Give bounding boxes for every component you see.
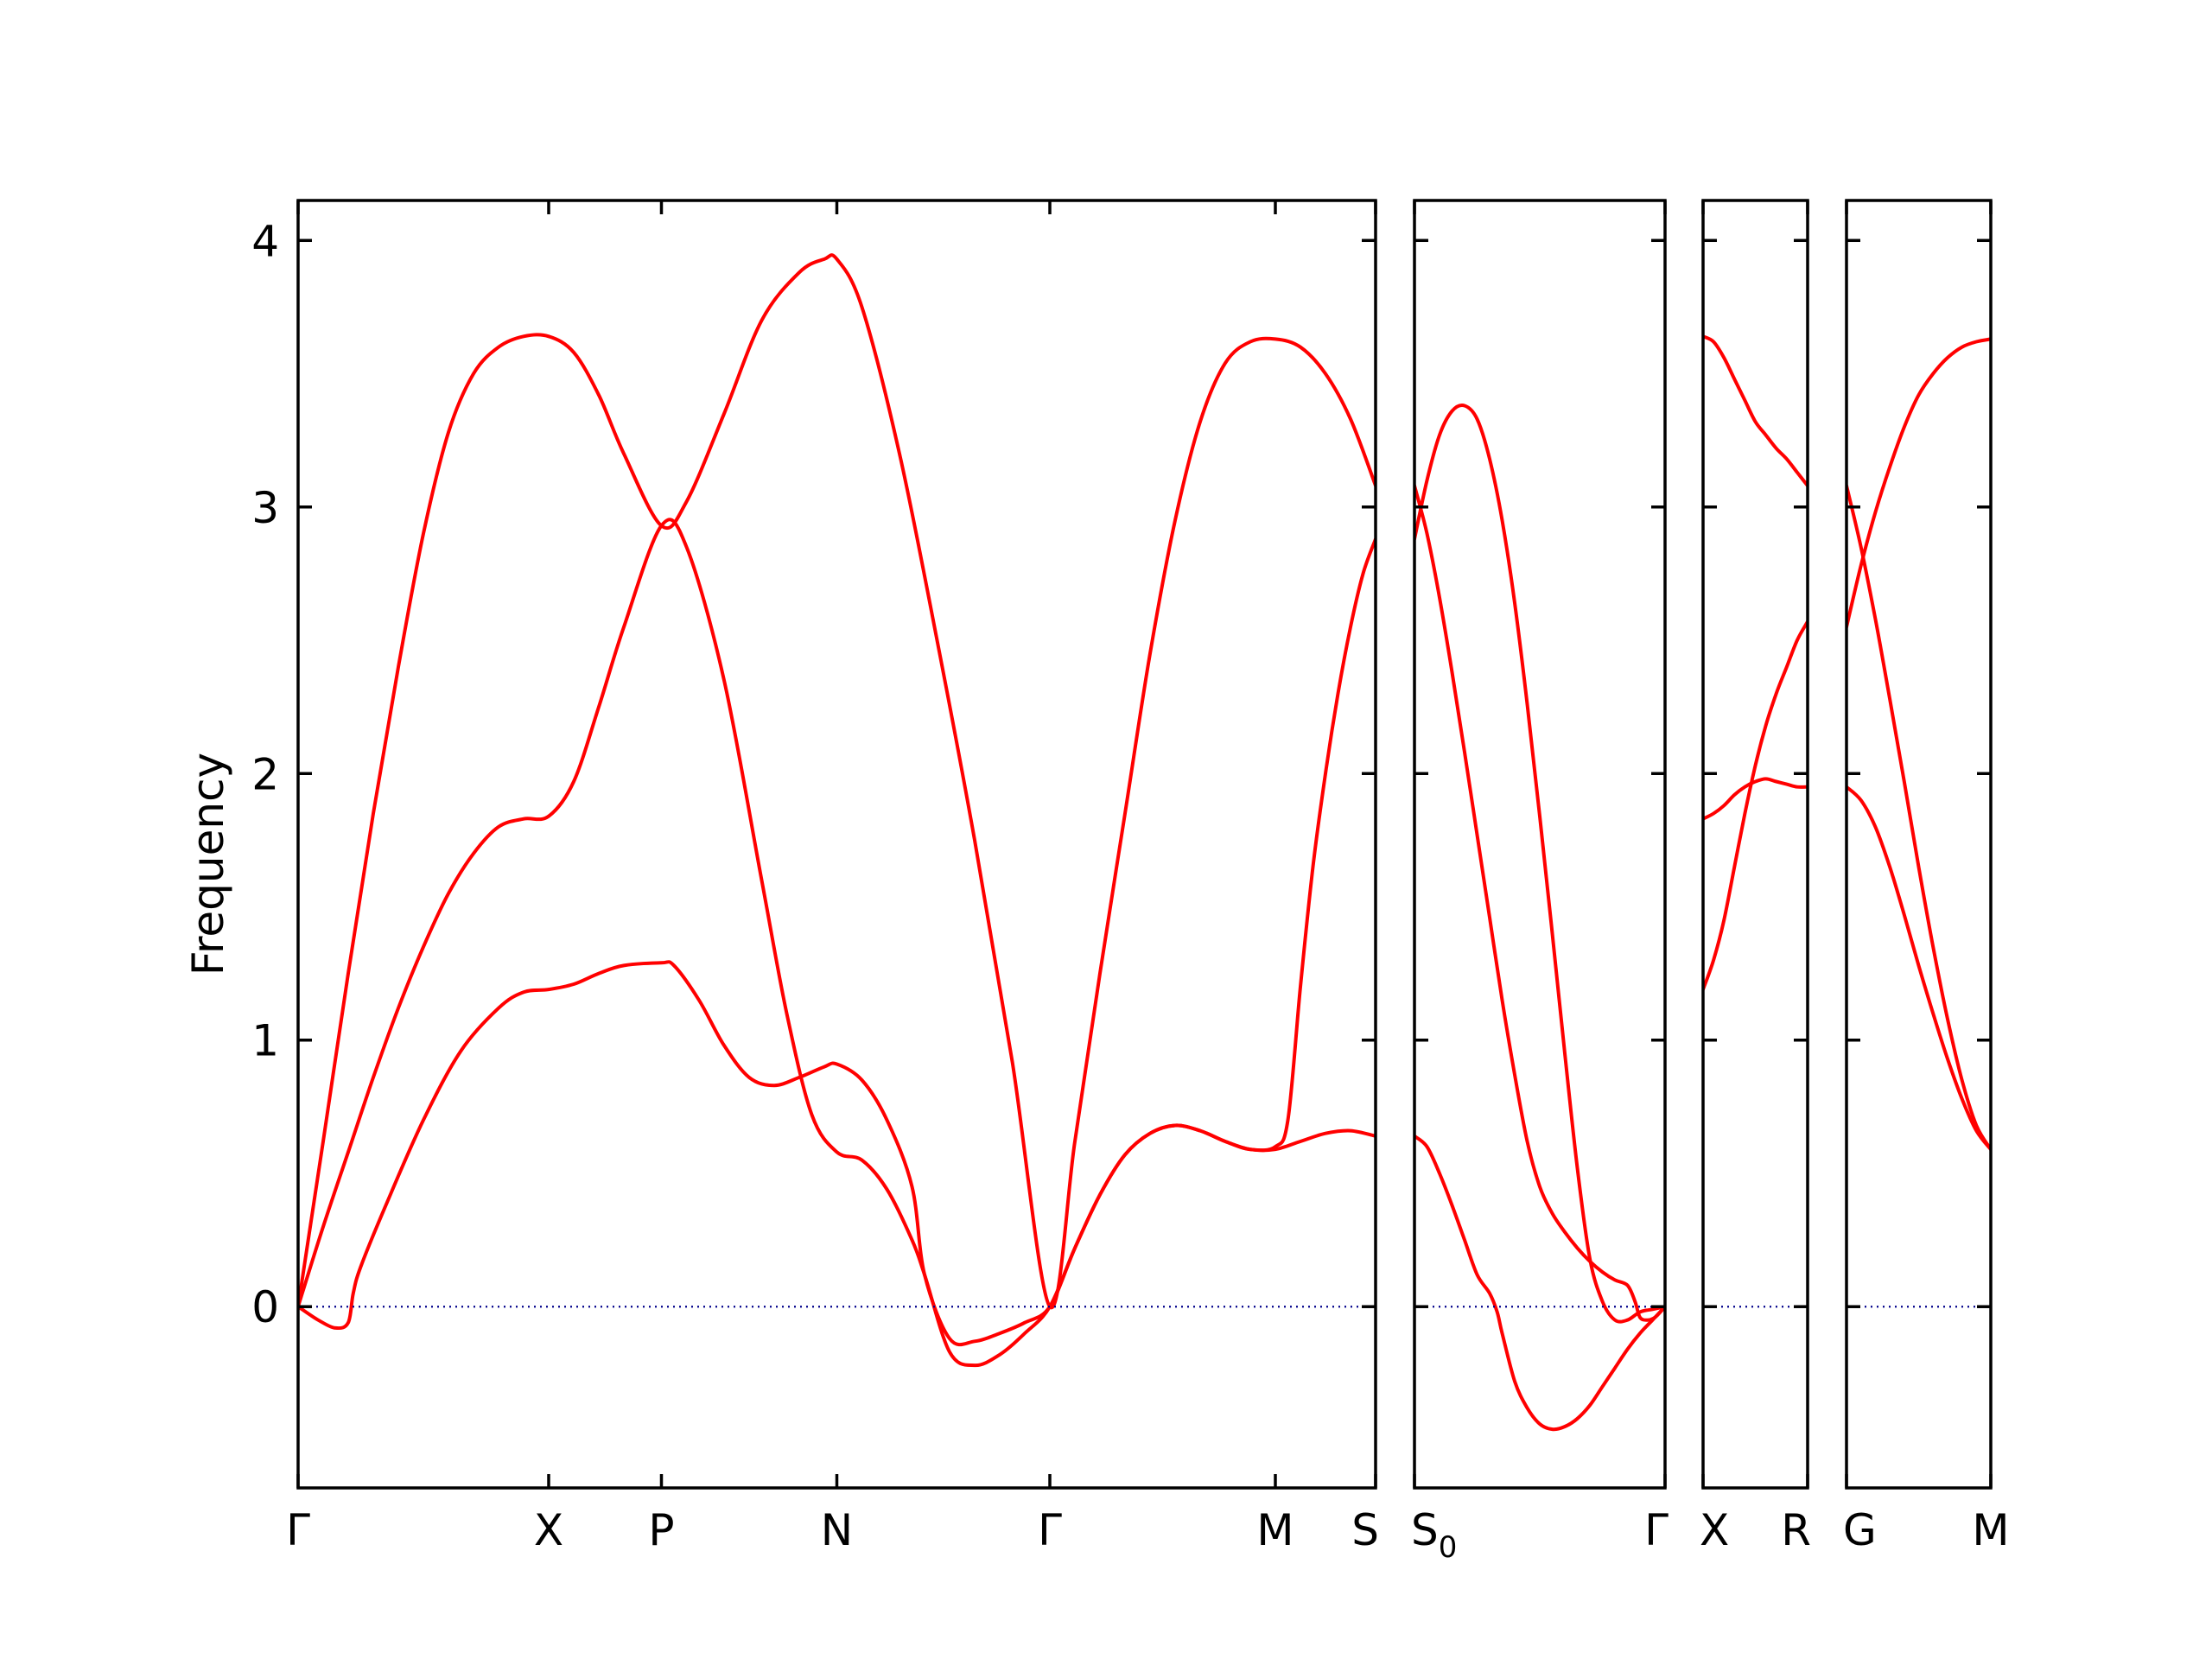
band-2-line bbox=[1847, 484, 1991, 1152]
panel-plot-area bbox=[1414, 404, 1665, 1432]
y-tick-label: 1 bbox=[251, 1016, 279, 1066]
band-1-line bbox=[1703, 334, 1808, 488]
y-tick-label: 2 bbox=[251, 749, 279, 799]
band-3-line bbox=[1703, 620, 1808, 992]
panel-frame bbox=[296, 199, 1377, 1490]
band-3-line bbox=[1847, 785, 1991, 1152]
x-tick-label-subscript: 0 bbox=[1439, 1530, 1458, 1565]
x-tick-label: P bbox=[648, 1505, 674, 1555]
y-tick-label: 0 bbox=[251, 1282, 279, 1332]
x-tick-label: S0 bbox=[1411, 1505, 1457, 1565]
band-3-line bbox=[298, 537, 1376, 1347]
band-2-line bbox=[298, 518, 1376, 1368]
x-tick-label: X bbox=[1700, 1505, 1729, 1555]
x-tick-label: S bbox=[1351, 1505, 1379, 1555]
band-2-line bbox=[1414, 484, 1665, 1322]
panel-plot-area bbox=[1847, 337, 1991, 1308]
panel-frame bbox=[1845, 199, 1993, 1490]
band-2-line bbox=[1703, 777, 1808, 821]
x-tick-label: N bbox=[821, 1505, 853, 1555]
band-1-line bbox=[1414, 404, 1665, 1324]
x-tick-label: M bbox=[1256, 1505, 1294, 1555]
y-tick-label: 3 bbox=[251, 483, 279, 533]
panel-2: S0 Γ bbox=[1411, 199, 1669, 1565]
x-tick-label: G bbox=[1843, 1505, 1877, 1555]
x-tick-label: M bbox=[1972, 1505, 2009, 1555]
y-axis-label: Frequency bbox=[183, 753, 233, 976]
x-tick-label: X bbox=[534, 1505, 563, 1555]
panel-1: 0 1 2 3 4 Γ X P N Γ M S bbox=[251, 199, 1379, 1555]
panel-plot-area bbox=[298, 253, 1376, 1368]
x-tick-label: R bbox=[1781, 1505, 1811, 1555]
band-1-line bbox=[298, 253, 1376, 1310]
x-tick-label: Γ bbox=[286, 1505, 310, 1555]
x-tick-label: Γ bbox=[1644, 1505, 1669, 1555]
panel-frame bbox=[1413, 199, 1667, 1490]
band-3-line bbox=[1414, 1134, 1665, 1432]
panel-plot-area bbox=[1703, 334, 1808, 1308]
y-tick-label: 4 bbox=[251, 216, 279, 266]
band-1-line bbox=[1847, 337, 1991, 629]
panel-frame bbox=[1701, 199, 1809, 1490]
x-tick-label: Γ bbox=[1038, 1505, 1062, 1555]
